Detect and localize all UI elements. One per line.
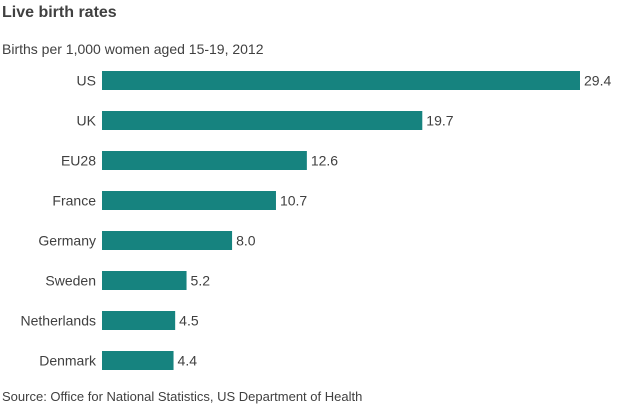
- category-label-netherlands: Netherlands: [21, 313, 97, 329]
- category-label-uk: UK: [77, 113, 97, 129]
- chart-subtitle: Births per 1,000 women aged 15-19, 2012: [2, 41, 264, 57]
- category-label-us: US: [77, 73, 96, 89]
- category-label-france: France: [52, 193, 96, 209]
- value-label-france: 10.7: [280, 193, 307, 209]
- category-label-denmark: Denmark: [39, 353, 97, 369]
- category-label-sweden: Sweden: [45, 273, 96, 289]
- source-note: Source: Office for National Statistics, …: [2, 389, 363, 404]
- bar-denmark: [102, 351, 174, 370]
- value-label-uk: 19.7: [426, 113, 453, 129]
- bar-netherlands: [102, 311, 176, 330]
- bar-germany: [102, 231, 233, 250]
- value-label-sweden: 5.2: [191, 273, 211, 289]
- value-label-germany: 8.0: [236, 233, 256, 249]
- bar-sweden: [102, 271, 187, 290]
- category-label-germany: Germany: [38, 233, 96, 249]
- bar-uk: [102, 111, 423, 130]
- value-label-us: 29.4: [584, 73, 611, 89]
- value-label-netherlands: 4.5: [179, 313, 199, 329]
- bar-us: [102, 71, 580, 90]
- value-label-eu28: 12.6: [311, 153, 338, 169]
- bar-france: [102, 191, 276, 210]
- bar-eu28: [102, 151, 307, 170]
- category-label-eu28: EU28: [61, 153, 96, 169]
- chart-title: Live birth rates: [2, 4, 117, 21]
- value-label-denmark: 4.4: [178, 353, 198, 369]
